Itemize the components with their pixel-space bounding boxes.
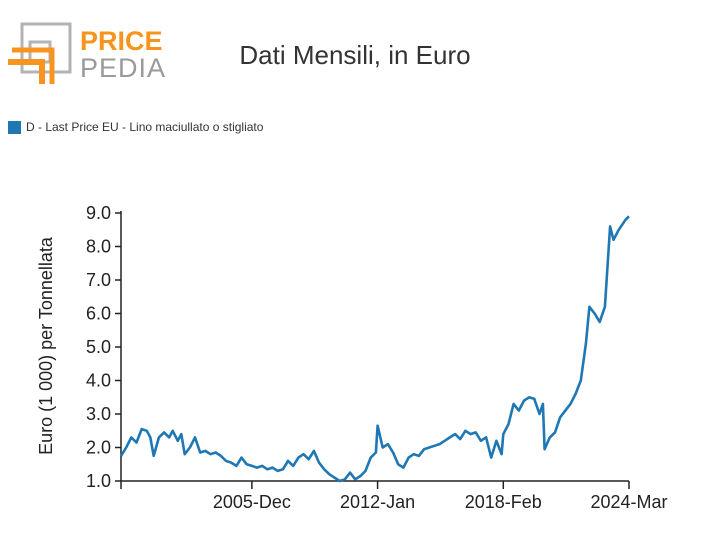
y-tick-label: 1.0 [86, 471, 111, 491]
y-tick-label: 4.0 [86, 371, 111, 391]
x-axis: 2005-Dec 2012-Jan 2018-Feb 2024-Mar [120, 480, 668, 512]
series-line [119, 215, 630, 483]
y-tick-label: 2.0 [86, 438, 111, 458]
chart-title: Dati Mensili, in Euro [239, 40, 471, 70]
x-tick-label: 2018-Feb [465, 492, 542, 512]
x-tick-label: 2005-Dec [213, 492, 291, 512]
y-axis: 1.0 2.0 3.0 4.0 5.0 6.0 7.0 8.0 9.0 [86, 203, 122, 491]
logo-orange-corner-outer [12, 47, 55, 84]
legend-label: D - Last Price EU - Lino maciullato o st… [26, 120, 264, 134]
y-tick-label: 6.0 [86, 304, 111, 324]
chart-legend[interactable]: D - Last Price EU - Lino maciullato o st… [8, 118, 263, 136]
y-tick-label: 8.0 [86, 237, 111, 257]
y-axis-title: Euro (1 000) per Tonnellata [36, 236, 56, 455]
x-tick-label: 2024-Mar [590, 492, 667, 512]
y-tick-label: 5.0 [86, 337, 111, 357]
legend-swatch [8, 120, 21, 134]
logo-orange-corner [8, 59, 45, 84]
logo-text-pedia: PEDIA [80, 53, 166, 83]
x-tick-label: 2012-Jan [340, 492, 415, 512]
y-tick-label: 7.0 [86, 270, 111, 290]
y-tick-label: 3.0 [86, 404, 111, 424]
y-tick-label: 9.0 [86, 203, 111, 223]
logo-text-price: PRICE [80, 26, 163, 56]
pricepedia-logo: PRICE PEDIA [8, 22, 166, 84]
